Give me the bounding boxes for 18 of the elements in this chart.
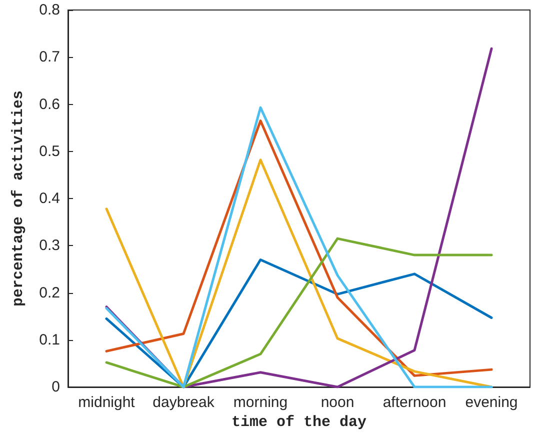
x-tick-label: evening — [465, 394, 518, 411]
y-tick-label: 0 — [52, 378, 60, 396]
x-tick-label: daybreak — [152, 394, 215, 411]
y-tick-label: 0.1 — [39, 331, 60, 348]
y-tick-label: 0.7 — [39, 48, 60, 66]
y-tick-label: 0.4 — [39, 190, 60, 207]
y-tick-label: 0.2 — [39, 284, 60, 302]
y-tick-label: 0.3 — [39, 237, 60, 254]
x-tick-label: afternoon — [382, 394, 446, 411]
x-axis-title: time of the day — [231, 414, 367, 431]
y-axis-title: percentage of activities — [10, 90, 27, 307]
y-tick-label: 0.6 — [39, 96, 60, 113]
line-series — [105, 158, 493, 388]
x-tick-label: noon — [320, 394, 354, 411]
x-tick-label: morning — [233, 394, 288, 411]
x-tick-label: midnight — [78, 394, 136, 411]
y-tick-label: 0.8 — [39, 2, 60, 18]
y-tick-label: 0.5 — [39, 142, 60, 160]
